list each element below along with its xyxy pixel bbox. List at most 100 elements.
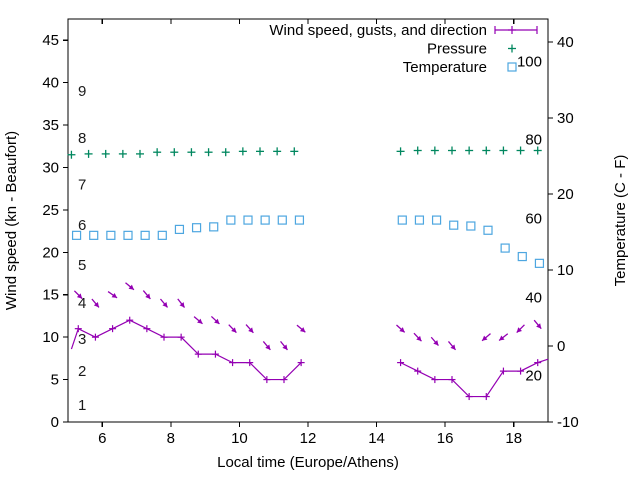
gust-direction-arrow xyxy=(447,341,457,351)
temperature-point xyxy=(123,230,133,240)
y-axis-tick-label: 10 xyxy=(42,329,59,346)
wind-speed-point xyxy=(91,333,99,341)
legend-label: Temperature xyxy=(403,59,487,76)
pressure-point xyxy=(413,146,422,155)
temperature-point xyxy=(466,221,476,231)
y-axis-tick-label: 35 xyxy=(42,117,59,134)
y2-axis-tick-label: 0 xyxy=(557,338,565,355)
wind-speed-point xyxy=(194,350,202,358)
fahrenheit-scale-label: 100 xyxy=(517,53,542,70)
beaufort-scale-label: 1 xyxy=(78,397,86,414)
temperature-point xyxy=(483,225,493,235)
gust-direction-arrow xyxy=(262,341,271,351)
pressure-point xyxy=(204,148,213,157)
gust-direction-arrow xyxy=(396,324,406,333)
legend-marker-line-plus xyxy=(494,26,538,34)
wind-speed-point xyxy=(414,367,422,375)
gust-direction-arrow xyxy=(73,290,83,300)
gust-direction-arrow xyxy=(159,298,169,308)
fahrenheit-scale-label: 40 xyxy=(525,289,542,306)
y2-axis-tick-label: 20 xyxy=(557,186,574,203)
temperature-point xyxy=(89,230,99,240)
gust-direction-arrow xyxy=(125,282,135,291)
temperature-point xyxy=(71,230,82,240)
wind-speed-point xyxy=(297,359,305,367)
temperature-point xyxy=(431,215,442,225)
x-axis-title: Local time (Europe/Athens) xyxy=(217,454,399,471)
legend-marker-plus xyxy=(508,44,516,53)
y-axis-tick-label: 5 xyxy=(51,372,59,389)
wind-speed-point xyxy=(229,359,237,367)
beaufort-scale-label: 5 xyxy=(78,257,86,274)
wind-speed-line xyxy=(70,319,549,398)
plot-frame xyxy=(67,18,549,423)
temperature-point xyxy=(414,215,425,225)
wind-speed-point xyxy=(211,350,219,358)
temperature-point xyxy=(534,258,545,268)
temperature-point xyxy=(243,215,253,225)
legend: Wind speed, gusts, and direction Pressure… xyxy=(269,22,538,76)
wind-speed-point xyxy=(448,376,456,384)
wind-speed-point xyxy=(517,367,525,375)
wind-speed-point xyxy=(499,367,507,375)
y-axis-tick-label: 30 xyxy=(42,159,59,176)
x-axis-tick-label: 14 xyxy=(368,430,385,447)
temperature-point xyxy=(140,230,150,240)
gust-direction-arrow xyxy=(413,332,422,342)
wind-speed-point xyxy=(397,359,405,367)
y-axis-tick-label: 40 xyxy=(42,75,59,92)
y-axis-tick-label: 20 xyxy=(42,244,59,261)
pressure-point xyxy=(273,147,282,156)
temperature-point xyxy=(209,222,219,232)
fahrenheit-scale-label: 20 xyxy=(525,367,542,384)
y2-axis-tick-label: 40 xyxy=(557,34,574,51)
gust-direction-arrow xyxy=(228,324,237,334)
temperature-point xyxy=(191,223,202,233)
x-axis-tick-label: 10 xyxy=(231,430,248,447)
gust-direction-arrow xyxy=(177,298,186,308)
beaufort-scale-label: 3 xyxy=(78,331,86,348)
gust-direction-arrow xyxy=(533,319,542,330)
beaufort-scale-label: 4 xyxy=(78,295,86,312)
pressure-point xyxy=(499,146,508,155)
wind-speed-point xyxy=(465,393,473,401)
pressure-point xyxy=(290,147,299,156)
pressure-point xyxy=(187,148,196,157)
gust-direction-arrow xyxy=(430,336,439,346)
gust-direction-arrow xyxy=(516,324,525,334)
beaufort-scale-label: 9 xyxy=(78,83,86,100)
pressure-point xyxy=(516,146,525,155)
temperature-point xyxy=(226,215,236,225)
pressure-point xyxy=(101,149,110,158)
wind-speed-point xyxy=(280,376,288,384)
temperature-point xyxy=(517,251,527,262)
y-axis-tick-label: 15 xyxy=(42,287,59,304)
pressure-point xyxy=(170,148,179,157)
gust-direction-arrow xyxy=(107,291,118,299)
wind-speed-point xyxy=(431,376,439,384)
y2-axis-tick-label: 10 xyxy=(557,262,574,279)
wind-speed-point xyxy=(109,325,117,333)
temperature-point xyxy=(294,215,305,225)
pressure-point xyxy=(84,149,93,158)
y2-axis-tick-label: 30 xyxy=(557,110,574,127)
pressure-point xyxy=(256,147,264,156)
pressure-point xyxy=(465,146,474,155)
wind-speed-point xyxy=(534,359,542,367)
gust-direction-arrow xyxy=(245,324,254,334)
temperature-point xyxy=(260,215,270,225)
beaufort-scale-label: 2 xyxy=(78,363,86,380)
gust-direction-arrow xyxy=(498,333,509,342)
gust-direction-arrow xyxy=(296,324,306,333)
x-axis-tick-label: 12 xyxy=(300,430,317,447)
legend-marker-square xyxy=(507,62,517,72)
temperature-point xyxy=(277,215,287,225)
pressure-point xyxy=(67,150,76,159)
beaufort-scale-label: 8 xyxy=(78,130,86,147)
axis-titles-layer: Wind speed (kn - Beaufort) Temperature (C… xyxy=(3,131,629,471)
pressure-point xyxy=(448,146,456,155)
wind-speed-point xyxy=(177,333,185,341)
